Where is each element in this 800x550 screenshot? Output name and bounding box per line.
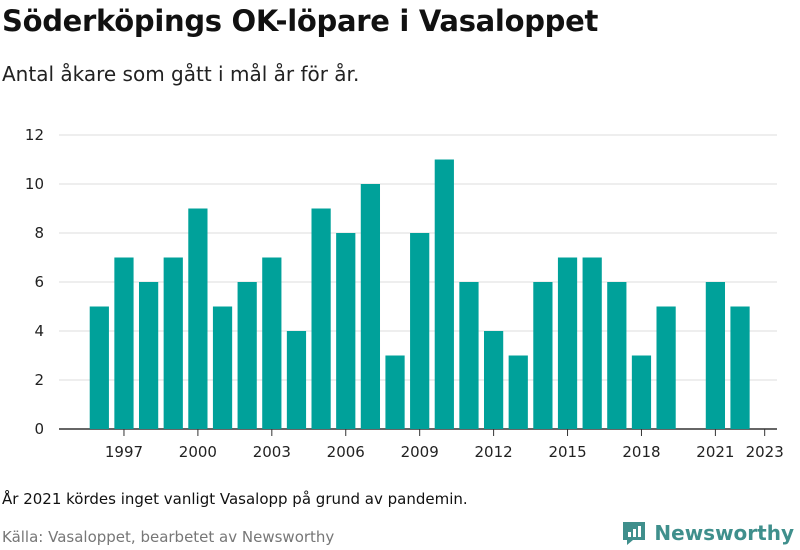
y-tick-label: 6	[34, 273, 44, 291]
bar-2016	[582, 257, 602, 429]
bar-2007	[360, 184, 381, 429]
x-tick-label: 2023	[746, 443, 784, 461]
y-tick-label: 12	[25, 126, 44, 144]
bar-2008	[385, 355, 405, 429]
bar-2003	[262, 257, 282, 429]
chart-subtitle: Antal åkare som gått i mål år för år.	[2, 62, 360, 86]
y-axis-ticks: 0 2 4 6 8 10 12	[25, 126, 44, 438]
bar-2004	[286, 331, 307, 429]
x-tick-label: 2000	[179, 443, 217, 461]
bar-2001	[212, 306, 233, 429]
brand-logo: Newsworthy	[620, 519, 794, 547]
bar-2015	[557, 257, 578, 429]
x-tick-label: 2018	[622, 443, 660, 461]
bar-1999	[163, 257, 183, 429]
bar-2013	[508, 355, 528, 429]
x-tick-label: 2009	[401, 443, 439, 461]
bar-1998	[138, 282, 159, 429]
bars	[89, 159, 750, 429]
bar-2011	[459, 282, 479, 429]
x-axis-ticks: 1997 2000 2003 2006 2009 2012 2015 2018 2021 2023	[105, 429, 784, 461]
newsworthy-logo-icon	[623, 522, 646, 545]
brand-name: Newsworthy	[654, 521, 794, 545]
bar-2018	[631, 355, 652, 429]
bar-1997	[114, 257, 134, 429]
x-tick-label: 2006	[327, 443, 365, 461]
bar-chart: 0 2 4 6 8 10 12 1997 2000 2003 2006 2009 2012 2015 20…	[25, 126, 784, 461]
x-tick-label: 2015	[548, 443, 586, 461]
bar-2009	[410, 233, 430, 429]
y-tick-label: 4	[34, 322, 44, 340]
bar-2010	[434, 159, 454, 429]
bar-2000	[188, 208, 208, 429]
x-tick-label: 2003	[253, 443, 291, 461]
footnote: År 2021 kördes inget vanligt Vasalopp på…	[2, 490, 468, 508]
x-tick-label: 1997	[105, 443, 143, 461]
bar-1996	[89, 306, 109, 429]
bar-2022	[730, 306, 750, 429]
x-tick-label: 2012	[475, 443, 513, 461]
bar-2014	[533, 282, 553, 429]
bar-2002	[237, 282, 257, 429]
bar-2021	[705, 282, 726, 429]
bar-2012	[483, 331, 504, 429]
y-tick-label: 10	[25, 175, 44, 193]
y-tick-label: 0	[34, 420, 44, 438]
bar-2017	[607, 282, 627, 429]
bar-2005	[311, 208, 331, 429]
x-tick-label: 2021	[696, 443, 734, 461]
y-tick-label: 2	[34, 371, 44, 389]
chart-title: Söderköpings OK-löpare i Vasaloppet	[2, 4, 599, 38]
source-credit: Källa: Vasaloppet, bearbetet av Newswort…	[2, 528, 335, 546]
bar-2006	[336, 233, 356, 429]
y-tick-label: 8	[34, 224, 44, 242]
bar-2019	[656, 306, 676, 429]
